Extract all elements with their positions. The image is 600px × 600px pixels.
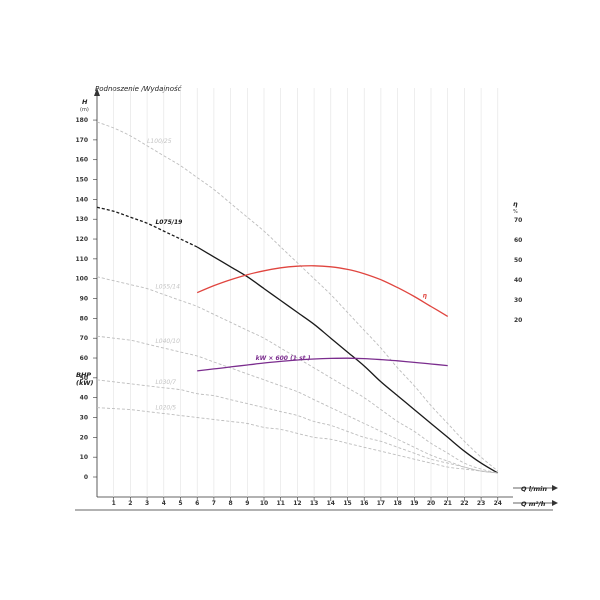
y-right-tick-label-20: 20	[514, 317, 522, 324]
grid-group	[113, 88, 499, 497]
x-tick-label-6: 6	[195, 500, 199, 507]
curve-label-l030-7: L030/7	[155, 379, 176, 386]
x-tick-label-14: 14	[327, 500, 335, 507]
y-right-tick-label-50: 50	[514, 257, 522, 264]
y-axis-arrow	[94, 88, 100, 96]
y-right-tick-label-60: 60	[514, 237, 522, 244]
curve-eta	[196, 265, 449, 317]
y-tick-label-170: 170	[75, 137, 88, 144]
x-label-m3h: Q m³/h	[521, 500, 546, 508]
x-ticks: 1 2 3 4 5 6 7 8 9 10 11 12 13 14 15 16 17 18 19 20 21 22 23 24	[112, 497, 502, 507]
y-tick-label-60: 60	[80, 355, 88, 362]
curves-group	[96, 121, 499, 474]
y-tick-label-160: 160	[75, 157, 88, 164]
y-right-label: η	[513, 200, 518, 208]
curve-l075-19-dashed	[96, 206, 198, 248]
x-tick-label-7: 7	[212, 500, 216, 507]
y-right-tick-label-70: 70	[514, 217, 522, 224]
curve-l030-7	[96, 379, 498, 474]
y-right-unit: %	[513, 209, 518, 215]
x-tick-label-9: 9	[245, 500, 249, 507]
x-tick-label-17: 17	[377, 500, 385, 507]
q-m3h-arrowhead	[552, 500, 558, 506]
y-tick-label-90: 90	[80, 296, 88, 303]
curve-label-l075-19: L075/19	[155, 219, 182, 226]
x-tick-label-15: 15	[343, 500, 351, 507]
curve-l040-10	[96, 335, 498, 474]
x-tick-label-10: 10	[260, 500, 268, 507]
y-tick-label-10: 10	[80, 454, 88, 461]
y-left-ticks: 0 10 20 30 40 50 60 70 80 90 100 110 120 130 140 150 160…	[75, 117, 97, 481]
x-tick-label-13: 13	[310, 500, 318, 507]
y-right-tick-label-40: 40	[514, 277, 522, 284]
curve-l075-19	[196, 246, 499, 474]
y-tick-label-110: 110	[75, 256, 88, 263]
x-tick-label-5: 5	[178, 500, 182, 507]
x-tick-label-16: 16	[360, 500, 368, 507]
y-tick-label-130: 130	[75, 216, 88, 223]
x-label-lmin: Q l/min	[521, 485, 547, 493]
curve-l100-25	[96, 121, 499, 472]
y-tick-label-140: 140	[75, 196, 88, 203]
y-left-label: H	[82, 98, 88, 106]
x-tick-label-2: 2	[128, 500, 132, 507]
bhp-label: BHP	[76, 371, 91, 379]
x-tick-label-18: 18	[393, 500, 401, 507]
x-tick-label-22: 22	[460, 500, 468, 507]
y-tick-label-100: 100	[75, 276, 88, 283]
y-right-tick-label-30: 30	[514, 297, 522, 304]
x-tick-label-4: 4	[162, 500, 166, 507]
x-tick-label-1: 1	[112, 500, 116, 507]
bhp-unit: (kW)	[76, 379, 93, 387]
x-tick-label-23: 23	[477, 500, 485, 507]
x-tick-label-21: 21	[444, 500, 452, 507]
x-tick-label-24: 24	[494, 500, 502, 507]
y-tick-label-0: 0	[84, 474, 88, 481]
curve-label-l100-25: L100/25	[147, 138, 172, 145]
curve-kw-600-1-st	[197, 357, 448, 372]
curve-label-l055-14: L055/14	[155, 284, 180, 291]
curve-label-kw-600-1-st: kW × 600 (1 st.)	[256, 355, 311, 362]
x-tick-label-20: 20	[427, 500, 435, 507]
y-tick-label-20: 20	[80, 434, 88, 441]
y-tick-label-40: 40	[80, 395, 88, 402]
y-tick-label-70: 70	[80, 335, 88, 342]
curve-l020-5	[96, 407, 498, 474]
axes-group	[75, 88, 558, 511]
y-tick-label-50: 50	[80, 375, 88, 382]
curve-label-l040-10: L040/10	[155, 338, 180, 345]
y-tick-label-30: 30	[80, 415, 88, 422]
y-tick-label-150: 150	[75, 177, 88, 184]
y-left-unit: (m)	[80, 107, 89, 113]
q-lmin-arrowhead	[552, 485, 558, 491]
x-tick-label-12: 12	[293, 500, 301, 507]
curve-l055-14	[96, 276, 498, 474]
x-tick-label-8: 8	[229, 500, 233, 507]
x-tick-label-19: 19	[410, 500, 418, 507]
y-right-ticks: 20 30 40 50 60 70	[514, 217, 522, 324]
y-tick-label-120: 120	[75, 236, 88, 243]
chart-title: Podnoszenie /Wydajność	[95, 85, 183, 93]
x-tick-label-11: 11	[277, 500, 285, 507]
curve-label-l020-5: L020/5	[155, 405, 176, 412]
curve-label-eta: η	[423, 293, 428, 300]
y-tick-label-180: 180	[75, 117, 88, 124]
curve-labels: L075/19 L100/25 L055/14 L040/10 L030/7 L020/5…	[147, 138, 428, 412]
x-tick-label-3: 3	[145, 500, 149, 507]
y-tick-label-80: 80	[80, 315, 88, 322]
